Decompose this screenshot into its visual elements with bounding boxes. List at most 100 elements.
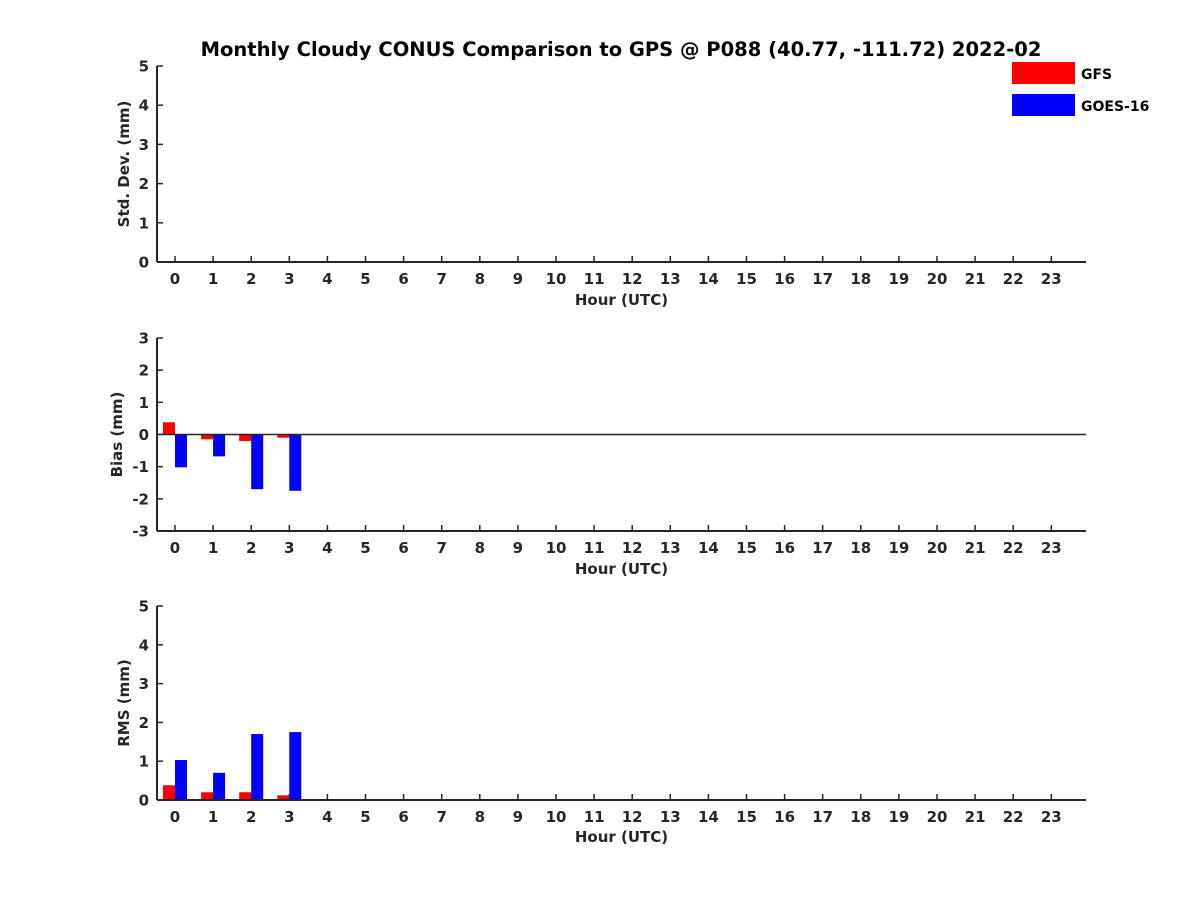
gfs-bar	[277, 434, 290, 438]
chart-title: Monthly Cloudy CONUS Comparison to GPS @…	[201, 38, 1042, 61]
x-tick-label: 17	[812, 539, 833, 557]
x-tick-label: 11	[584, 270, 605, 288]
x-tick-label: 19	[888, 808, 909, 826]
y-tick-label: 2	[139, 175, 149, 193]
x-tick-label: 8	[475, 539, 485, 557]
gfs-bar	[163, 785, 175, 800]
x-tick-label: 20	[927, 539, 948, 557]
legend-label-gfs: GFS	[1081, 67, 1112, 83]
goes16-bar	[175, 434, 187, 468]
goes16-bar	[213, 772, 226, 800]
y-tick-label: 4	[139, 636, 149, 654]
x-axis-label: Hour (UTC)	[575, 560, 668, 578]
x-tick-label: 5	[360, 270, 370, 288]
x-tick-label: 1	[208, 539, 218, 557]
gfs-bar	[239, 434, 252, 441]
x-tick-label: 7	[436, 539, 446, 557]
x-tick-label: 22	[1003, 270, 1024, 288]
y-axis-label: RMS (mm)	[115, 659, 133, 746]
x-tick-label: 8	[475, 270, 485, 288]
x-tick-label: 13	[660, 270, 681, 288]
x-tick-label: 11	[584, 808, 605, 826]
x-tick-label: 1	[208, 270, 218, 288]
x-tick-label: 13	[660, 808, 681, 826]
x-tick-label: 23	[1041, 808, 1062, 826]
x-tick-label: 0	[170, 539, 180, 557]
goes16-bar	[251, 434, 264, 490]
y-axis-label: Std. Dev. (mm)	[115, 101, 133, 228]
x-tick-label: 0	[170, 808, 180, 826]
x-tick-label: 17	[812, 808, 833, 826]
x-tick-label: 0	[170, 270, 180, 288]
y-tick-label: 3	[139, 330, 149, 348]
gfs-bar	[163, 422, 175, 435]
x-tick-label: 1	[208, 808, 218, 826]
x-tick-label: 4	[322, 270, 332, 288]
x-tick-label: 15	[736, 808, 757, 826]
x-tick-label: 18	[850, 270, 871, 288]
x-tick-label: 22	[1003, 808, 1024, 826]
y-tick-label: 5	[139, 58, 149, 76]
y-tick-label: 3	[139, 675, 149, 693]
y-tick-label: 1	[139, 753, 149, 771]
goes16-bar	[289, 434, 302, 491]
x-tick-label: 8	[475, 808, 485, 826]
y-tick-label: 4	[139, 97, 149, 115]
y-tick-label: 3	[139, 136, 149, 154]
x-tick-label: 7	[436, 270, 446, 288]
legend-swatch-goes16	[1012, 94, 1075, 116]
goes16-bar	[213, 434, 226, 457]
x-tick-label: 2	[246, 270, 256, 288]
x-tick-label: 4	[322, 808, 332, 826]
x-tick-label: 10	[546, 270, 567, 288]
x-tick-label: 6	[398, 539, 408, 557]
x-tick-label: 6	[398, 808, 408, 826]
x-tick-label: 9	[513, 808, 523, 826]
x-tick-label: 18	[850, 539, 871, 557]
x-tick-label: 5	[360, 808, 370, 826]
x-tick-label: 15	[736, 539, 757, 557]
x-tick-label: 16	[774, 270, 795, 288]
x-tick-label: 2	[246, 808, 256, 826]
gfs-bar	[277, 795, 290, 800]
x-tick-label: 10	[546, 808, 567, 826]
y-tick-label: 0	[139, 426, 149, 444]
x-tick-label: 13	[660, 539, 681, 557]
x-tick-label: 16	[774, 539, 795, 557]
x-tick-label: 3	[284, 539, 294, 557]
goes16-bar	[289, 732, 302, 800]
legend: GFS GOES-16	[1012, 62, 1149, 116]
x-tick-label: 20	[927, 808, 948, 826]
x-tick-label: 12	[622, 270, 643, 288]
x-tick-label: 9	[513, 539, 523, 557]
x-tick-label: 2	[246, 539, 256, 557]
y-tick-label: -1	[132, 458, 149, 476]
y-tick-label: -2	[132, 490, 149, 508]
legend-swatch-gfs	[1012, 62, 1075, 84]
x-tick-label: 21	[965, 808, 986, 826]
gfs-bar	[201, 792, 214, 800]
x-tick-label: 6	[398, 270, 408, 288]
x-tick-label: 15	[736, 270, 757, 288]
x-tick-label: 9	[513, 270, 523, 288]
goes16-bar	[175, 760, 187, 800]
y-tick-label: 0	[139, 254, 149, 272]
x-tick-label: 11	[584, 539, 605, 557]
legend-label-goes16: GOES-16	[1081, 99, 1149, 115]
x-axis-label: Hour (UTC)	[575, 828, 668, 846]
x-tick-label: 10	[546, 539, 567, 557]
x-tick-label: 12	[622, 808, 643, 826]
x-tick-label: 23	[1041, 270, 1062, 288]
x-tick-label: 18	[850, 808, 871, 826]
x-tick-label: 3	[284, 808, 294, 826]
x-tick-label: 16	[774, 808, 795, 826]
x-axis-label: Hour (UTC)	[575, 291, 668, 309]
y-tick-label: -3	[132, 523, 149, 541]
goes16-bar	[251, 734, 264, 800]
x-tick-label: 14	[698, 808, 719, 826]
y-axis-label: Bias (mm)	[108, 392, 126, 478]
x-tick-label: 23	[1041, 539, 1062, 557]
